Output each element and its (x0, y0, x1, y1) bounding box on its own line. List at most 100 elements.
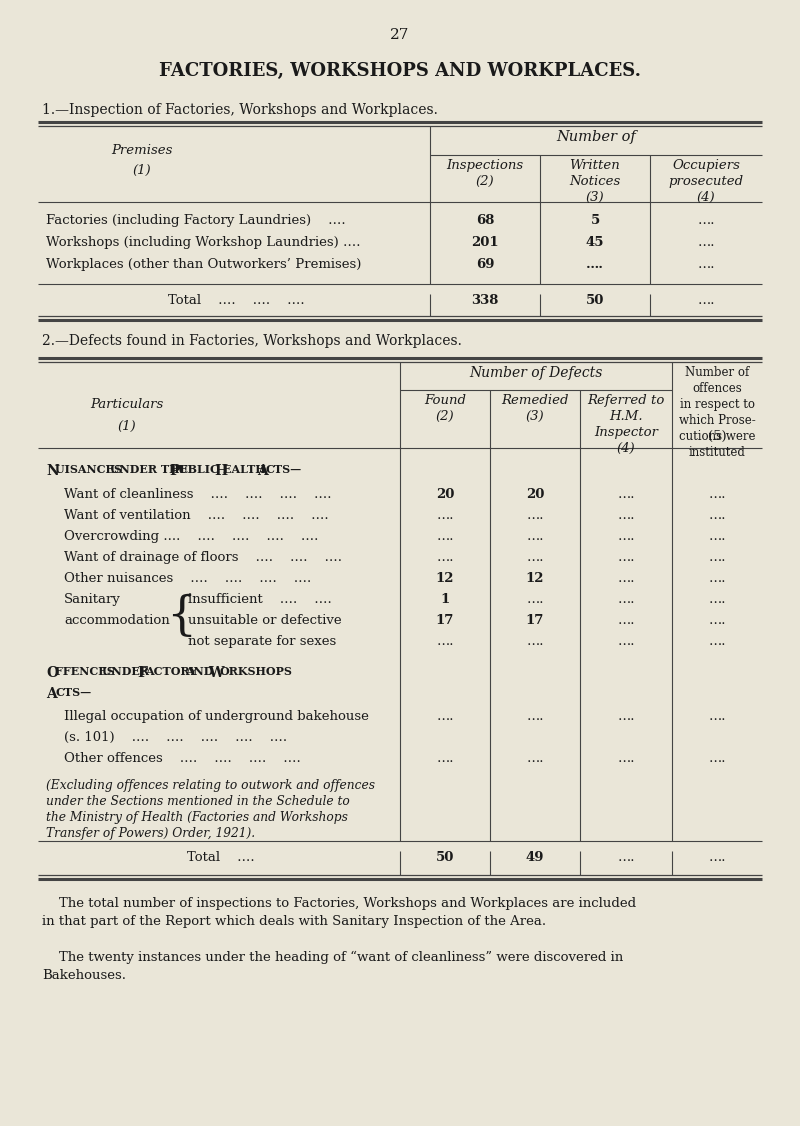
Text: not separate for sexes: not separate for sexes (188, 635, 336, 647)
Text: ….: …. (708, 551, 726, 564)
Text: (1): (1) (133, 164, 151, 177)
Text: in that part of the Report which deals with Sanitary Inspection of the Area.: in that part of the Report which deals w… (42, 915, 546, 928)
Text: H: H (214, 464, 227, 479)
Text: ….: …. (618, 614, 634, 627)
Text: ORKSHOPS: ORKSHOPS (220, 665, 293, 677)
Text: Illegal occupation of underground bakehouse: Illegal occupation of underground bakeho… (64, 711, 369, 723)
Text: Want of drainage of floors    ….    ….    ….: Want of drainage of floors …. …. …. (64, 551, 342, 564)
Text: Other nuisances    ….    ….    ….    ….: Other nuisances …. …. …. …. (64, 572, 311, 586)
Text: P: P (169, 464, 179, 479)
Text: 5: 5 (590, 214, 600, 227)
Text: 50: 50 (436, 851, 454, 864)
Text: Referred to
H.M.
Inspector
(4): Referred to H.M. Inspector (4) (587, 394, 665, 455)
Text: Particulars: Particulars (90, 397, 164, 411)
Text: ….: …. (526, 711, 544, 723)
Text: ….: …. (436, 752, 454, 765)
Text: ….: …. (708, 593, 726, 606)
Text: ….: …. (708, 488, 726, 501)
Text: Number of Defects: Number of Defects (470, 366, 602, 379)
Text: ….: …. (698, 214, 714, 227)
Text: Other offences    ….    ….    ….    ….: Other offences …. …. …. …. (64, 752, 301, 765)
Text: Total    ….    ….    ….: Total …. …. …. (168, 294, 304, 307)
Text: The total number of inspections to Factories, Workshops and Workplaces are inclu: The total number of inspections to Facto… (42, 897, 636, 910)
Text: ….: …. (618, 572, 634, 586)
Text: unsuitable or defective: unsuitable or defective (188, 614, 342, 627)
Text: ….: …. (708, 614, 726, 627)
Text: Remedied
(3): Remedied (3) (502, 394, 569, 423)
Text: 50: 50 (586, 294, 604, 307)
Text: ….: …. (526, 635, 544, 647)
Text: ….: …. (618, 551, 634, 564)
Text: Number of
offences
in respect to
which Prose-
cutions were
instituted: Number of offences in respect to which P… (678, 366, 755, 459)
Text: UNDER: UNDER (102, 665, 153, 677)
Text: (s. 101)    ….    ….    ….    ….    ….: (s. 101) …. …. …. …. …. (64, 731, 287, 744)
Text: W: W (208, 665, 224, 680)
Text: (1): (1) (118, 420, 136, 434)
Text: ….: …. (436, 509, 454, 522)
Text: AND: AND (185, 665, 218, 677)
Text: 49: 49 (526, 851, 544, 864)
Text: FACTORIES, WORKSHOPS AND WORKPLACES.: FACTORIES, WORKSHOPS AND WORKPLACES. (159, 62, 641, 80)
Text: O: O (46, 665, 58, 680)
Text: A: A (257, 464, 268, 479)
Text: ….: …. (436, 635, 454, 647)
Text: ….: …. (618, 851, 634, 864)
Text: Overcrowding ....    ….    ….    ….    ….: Overcrowding .... …. …. …. …. (64, 530, 318, 543)
Text: {: { (166, 593, 196, 638)
Text: ….: …. (618, 635, 634, 647)
Text: ….: …. (526, 593, 544, 606)
Text: 17: 17 (526, 614, 544, 627)
Text: Written
Notices
(3): Written Notices (3) (570, 159, 621, 204)
Text: ….: …. (708, 752, 726, 765)
Text: Factories (including Factory Laundries)    ….: Factories (including Factory Laundries) … (46, 214, 346, 227)
Text: 68: 68 (476, 214, 494, 227)
Text: ….: …. (586, 258, 604, 271)
Text: ….: …. (698, 258, 714, 271)
Text: (5): (5) (708, 430, 726, 443)
Text: N: N (46, 464, 58, 479)
Text: CTS—: CTS— (266, 464, 302, 475)
Text: Sanitary: Sanitary (64, 593, 121, 606)
Text: 20: 20 (436, 488, 454, 501)
Text: 1: 1 (440, 593, 450, 606)
Text: Bakehouses.: Bakehouses. (42, 969, 126, 982)
Text: 1.—Inspection of Factories, Workshops and Workplaces.: 1.—Inspection of Factories, Workshops an… (42, 102, 438, 117)
Text: EALTH: EALTH (223, 464, 270, 475)
Text: ….: …. (618, 593, 634, 606)
Text: 12: 12 (436, 572, 454, 586)
Text: ….: …. (618, 711, 634, 723)
Text: 17: 17 (436, 614, 454, 627)
Text: ….: …. (618, 752, 634, 765)
Text: UISANCES: UISANCES (55, 464, 126, 475)
Text: ….: …. (708, 572, 726, 586)
Text: Workshops (including Workshop Laundries) ….: Workshops (including Workshop Laundries)… (46, 236, 361, 249)
Text: ….: …. (708, 509, 726, 522)
Text: 201: 201 (471, 236, 499, 249)
Text: 12: 12 (526, 572, 544, 586)
Text: 27: 27 (390, 28, 410, 42)
Text: The twenty instances under the heading of “want of cleanliness” were discovered : The twenty instances under the heading o… (42, 951, 623, 964)
Text: ….: …. (436, 530, 454, 543)
Text: ….: …. (526, 509, 544, 522)
Text: accommodation: accommodation (64, 614, 170, 627)
Text: F: F (137, 665, 147, 680)
Text: ….: …. (708, 635, 726, 647)
Text: 45: 45 (586, 236, 604, 249)
Text: ….: …. (698, 236, 714, 249)
Text: A: A (46, 687, 57, 701)
Text: ….: …. (618, 488, 634, 501)
Text: FFENCES: FFENCES (55, 665, 118, 677)
Text: (Excluding offences relating to outwork and offences
under the Sections mentione: (Excluding offences relating to outwork … (46, 779, 375, 840)
Text: ….: …. (526, 530, 544, 543)
Text: Total    ….: Total …. (187, 851, 255, 864)
Text: ACTORY: ACTORY (145, 665, 201, 677)
Text: ….: …. (708, 711, 726, 723)
Text: insufficient    ….    ….: insufficient …. …. (188, 593, 332, 606)
Text: Want of cleanliness    ….    ….    ….    ….: Want of cleanliness …. …. …. …. (64, 488, 331, 501)
Text: Occupiers
prosecuted
(4): Occupiers prosecuted (4) (669, 159, 743, 204)
Text: 20: 20 (526, 488, 544, 501)
Text: ….: …. (526, 551, 544, 564)
Text: UNDER THE: UNDER THE (110, 464, 192, 475)
Text: UBLIC: UBLIC (178, 464, 222, 475)
Text: 338: 338 (471, 294, 498, 307)
